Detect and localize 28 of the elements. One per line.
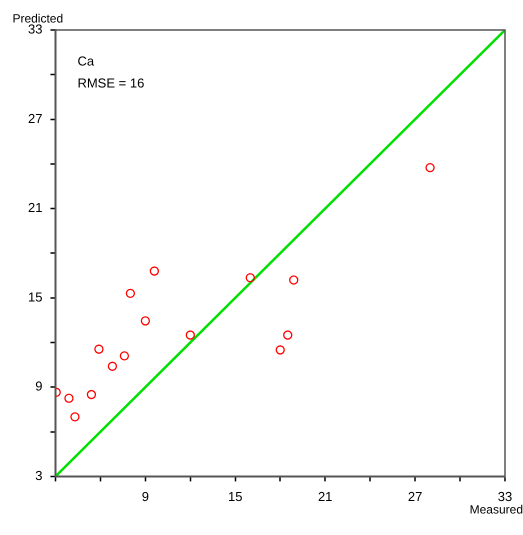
point: [126, 288, 136, 298]
point: [70, 412, 80, 422]
point: [289, 275, 298, 285]
point: [64, 394, 74, 403]
point: [120, 351, 130, 361]
annotation: Ca: [77, 54, 95, 69]
x-axis-title: Measured: [470, 502, 523, 517]
point: [86, 390, 96, 400]
x-tick-label: 21: [318, 488, 332, 504]
x-tick-label: 27: [408, 488, 422, 504]
x-tick-label: 33: [498, 488, 512, 504]
annotation: RMSE = 16: [77, 76, 144, 91]
point: [140, 316, 150, 326]
x-tick-label: 9: [142, 488, 149, 504]
point: [94, 344, 104, 354]
point: [425, 162, 435, 172]
y-tick-label: 3: [35, 468, 42, 483]
point: [276, 345, 285, 355]
point: [186, 330, 195, 340]
point: [246, 273, 255, 282]
point: [108, 362, 118, 371]
x-tick-label: 15: [228, 488, 243, 504]
point: [283, 330, 292, 340]
point: [150, 266, 160, 276]
y-tick-label: 27: [28, 110, 42, 126]
y-tick-label: 9: [35, 378, 42, 394]
y-tick-label: 21: [28, 200, 42, 216]
y-tick-label: 15: [28, 289, 42, 304]
